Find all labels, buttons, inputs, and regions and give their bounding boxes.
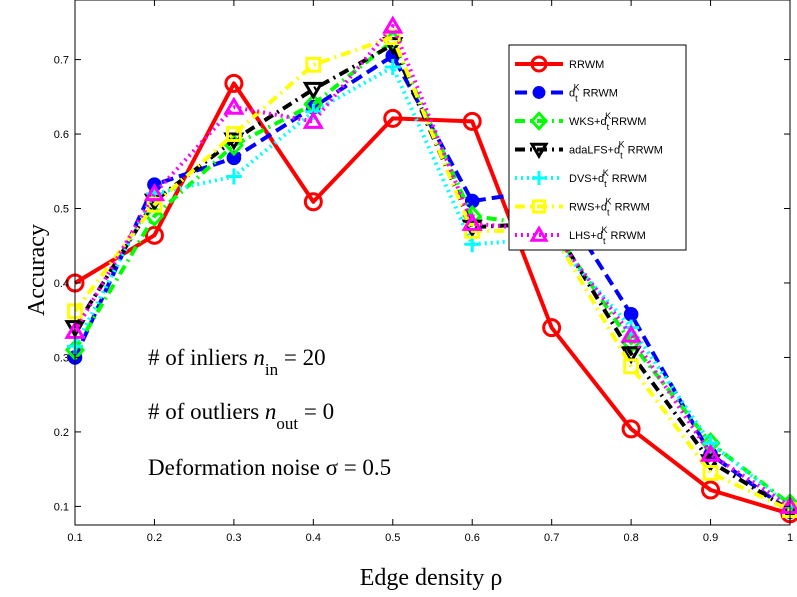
y-tick-label: 0.6 [54,129,69,141]
data-point-s2-8 [623,306,639,322]
legend-marker [532,86,546,99]
legend-item-2: dtK RRWM [515,83,618,104]
data-point-s1-2 [144,225,164,245]
x-tick-label: 0.3 [226,532,241,544]
annotation-1: # of inliers nin = 20 [148,345,326,379]
x-tick-label: 0.5 [385,532,400,544]
annotation-3: Deformation noise σ = 0.5 [148,455,391,480]
y-tick-label: 0.3 [54,352,69,364]
data-point-s7-2 [143,183,166,202]
axes-layer: 0.1 0.2 0.3 0.4 0.5 0.6 0.7 0.8 0.9 1 0.1 0.2 0.3 0.4… [54,0,793,544]
data-point-s6-3 [225,126,242,142]
legend-item-1: RRWM [515,55,604,73]
data-point-s4-8 [620,346,642,365]
data-point-s6-8 [623,358,640,375]
legend-marker [531,199,547,214]
annotations: # of inliers nin = 20 # of outliers nout … [148,345,391,480]
plot-border [74,0,791,526]
legend-label: RRWM [569,59,604,71]
data-point-s1-4 [303,192,323,212]
x-tick-label: 0.6 [465,532,480,544]
data-point-s1-5 [383,108,403,128]
x-tick-label: 0.2 [147,532,162,544]
legend-marker [532,171,546,185]
legend-item-6: RWS+dtK RRWM [515,197,650,218]
data-point-s2-3 [226,150,242,166]
legend-item-7: LHS+dtK RRWM [515,225,646,246]
data-point-s7-4 [302,110,324,129]
data-point-s6-9 [702,464,719,481]
data-point-s6-4 [305,56,322,73]
legend-marker [529,111,549,131]
data-point-s1-7 [542,318,562,338]
series-line-2 [73,53,792,514]
data-point-s7-6 [461,212,483,231]
data-point-s4-4 [302,81,324,100]
x-axis-label: Edge density ρ [360,565,503,591]
legend-item-3: WKS+dtKRRWM [515,111,646,132]
data-point-s4-9 [699,454,722,473]
data-point-s7-9 [699,443,722,462]
data-point-s1-8 [621,419,641,439]
legend-label: RWS+dtK RRWM [569,197,650,218]
y-tick-label: 0.2 [54,427,69,439]
legend-label: DVS+dtK RRWM [569,168,647,189]
y-tick-label: 0.4 [54,278,69,290]
y-axis-label: Accuracy [24,224,50,316]
legend-label: LHS+dtK RRWM [569,225,646,246]
data-point-s1-6 [462,111,482,131]
legend-label: adaLFS+dtK RRWM [569,140,663,161]
legend-label: dtK RRWM [569,83,618,104]
data-point-s7-5 [382,15,404,34]
x-tick-label: 0.1 [67,532,82,544]
data-point-s1-3 [224,73,244,93]
legend-marker [530,55,548,73]
y-tick-label: 0.1 [54,501,69,513]
data-point-s4-5 [382,37,404,56]
x-tick-label: 0.8 [623,532,638,544]
data-point-s5-3 [225,168,242,185]
x-tick-label: 0.7 [544,532,559,544]
y-tick-label: 0.7 [54,55,69,67]
x-tick-label: 1 [787,532,793,544]
legend-label: WKS+dtKRRWM [569,111,646,132]
annotation-2: # of outliers nout = 0 [148,399,334,433]
data-point-s7-3 [223,96,245,115]
series-line-3 [73,39,792,506]
legend: RRWM dtK RRWM WKS+dtKRRWM adaLFS+dtK RRWM DV… [508,44,687,251]
x-tick-label: 0.4 [306,532,321,544]
legend-marker [529,225,549,242]
data-point-s5-5 [384,59,401,76]
series-line-6 [73,35,791,512]
legend-item-5: DVS+dtK RRWM [515,168,647,189]
series-line-7 [73,24,792,509]
x-tick-label: 0.9 [703,532,718,544]
legend-item-4: adaLFS+dtK RRWM [515,140,663,161]
data-point-s1-9 [701,480,721,500]
legend-marker [529,142,549,160]
y-tick-label: 0.5 [54,204,69,216]
data-point-s7-8 [620,324,642,343]
data-point-s5-6 [464,236,481,253]
